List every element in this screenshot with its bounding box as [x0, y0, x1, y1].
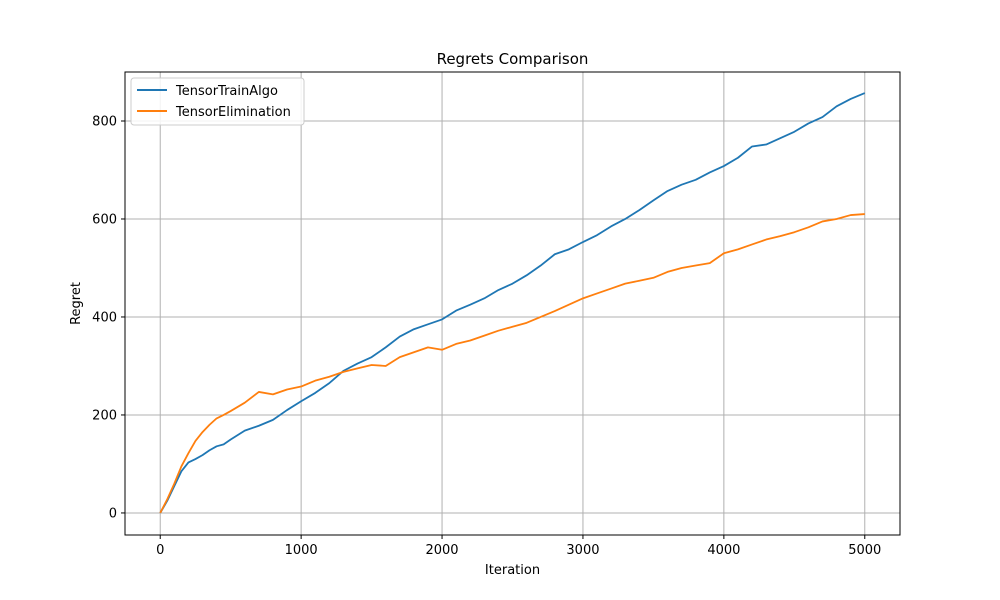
grid	[125, 72, 900, 535]
ticks: 0 1000 2000 3000 4000 5000 0 200 400 600 800	[92, 114, 881, 558]
legend-label-tensortrainalgo: TensorTrainAlgo	[175, 84, 278, 99]
y-tick-label: 600	[92, 212, 117, 227]
x-tick-label: 5000	[848, 543, 881, 558]
x-tick-label: 2000	[425, 543, 458, 558]
plot-frame	[124, 71, 901, 536]
legend: TensorTrainAlgo TensorElimination	[130, 77, 305, 126]
x-tick-label: 3000	[566, 543, 599, 558]
series-line-tensortrainalgo	[159, 92, 866, 514]
x-tick-label: 1000	[285, 543, 318, 558]
y-tick-label: 200	[92, 408, 117, 423]
y-axis-label: Regret	[69, 282, 84, 325]
series-layer	[159, 92, 866, 514]
y-tick-label: 400	[92, 310, 117, 325]
x-tick-label: 4000	[707, 543, 740, 558]
y-tick-label: 0	[109, 506, 117, 521]
x-tick-label: 0	[156, 543, 164, 558]
y-tick-label: 800	[92, 114, 117, 129]
series-line-tensorelimination	[159, 213, 865, 514]
legend-box	[130, 77, 305, 126]
legend-label-tensorelimination: TensorElimination	[175, 105, 291, 120]
x-axis-label: Iteration	[485, 563, 540, 578]
chart-title: Regrets Comparison	[437, 50, 589, 68]
